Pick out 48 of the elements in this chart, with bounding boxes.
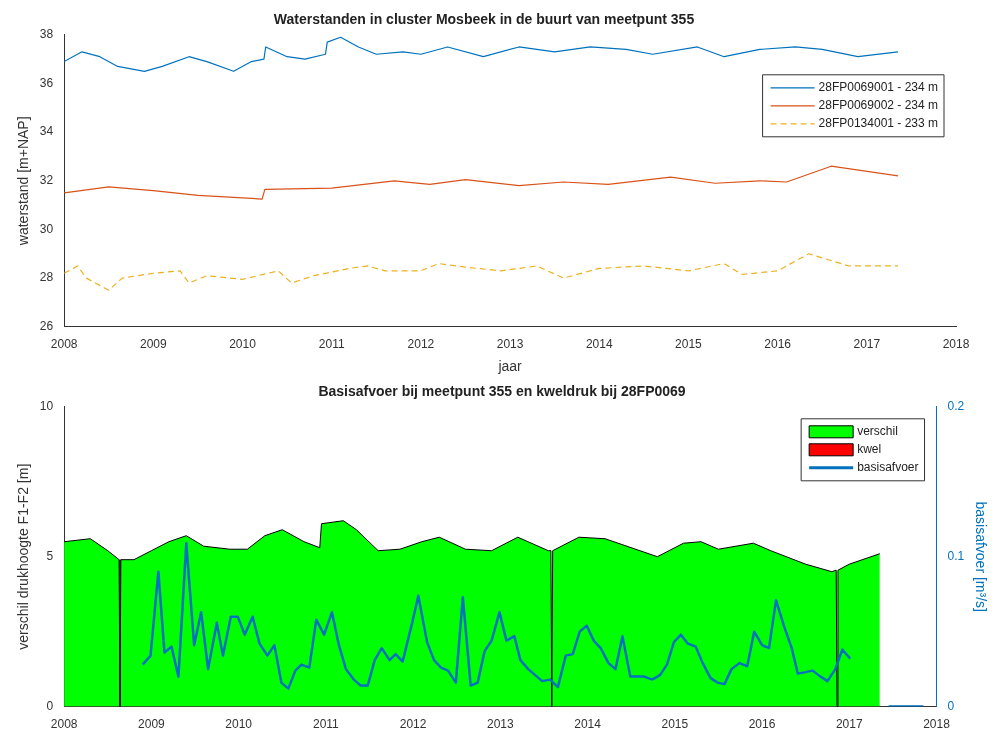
x-tick-label: 2013 (496, 337, 524, 352)
legend-label: 28FP0069002 - 234 m (818, 98, 939, 113)
chart-title: Basisafvoer bij meetpunt 355 en kweldruk bij 28FP0069 (318, 383, 686, 400)
y-tick-label: 36 (39, 75, 54, 90)
x-tick-label: 2014 (585, 337, 613, 352)
x-tick-label: 2015 (661, 717, 689, 732)
x-tick-label: 2015 (675, 337, 703, 352)
y2-axis-title: basisafvoer [m³/s] (972, 501, 989, 612)
line-series (64, 253, 899, 291)
x-tick-label: 2017 (853, 337, 881, 352)
y-tick-label: 30 (39, 221, 54, 236)
y2-tick-label: 0.2 (947, 399, 965, 414)
chart-title: Waterstanden in cluster Mosbeek in de buurt van meetpunt 355 (273, 11, 695, 28)
y-tick-label: 28 (39, 270, 54, 285)
y-tick-label: 32 (39, 173, 54, 188)
x-tick-label: 2018 (942, 337, 970, 352)
legend-label: verschil (857, 424, 898, 439)
y-tick-label: 38 (39, 27, 54, 42)
x-axis-title: jaar (497, 358, 523, 375)
y2-tick-label: 0.1 (947, 549, 965, 564)
x-tick-label: 2016 (764, 337, 792, 352)
x-tick-label: 2017 (835, 717, 863, 732)
x-tick-label: 2018 (923, 717, 951, 732)
x-tick-label: 2013 (486, 717, 514, 732)
y-axis-title: verschil drukhoogte F1-F2 [m] (15, 463, 32, 650)
x-tick-label: 2010 (229, 337, 257, 352)
legend-label: 28FP0134001 - 233 m (818, 116, 939, 131)
x-tick-label: 2012 (407, 337, 435, 352)
legend-label: kwel (857, 442, 882, 457)
y-tick-label: 34 (39, 124, 54, 139)
y2-tick-label: 0 (947, 698, 955, 713)
x-tick-label: 2010 (225, 717, 253, 732)
y-tick-label: 5 (46, 549, 54, 564)
x-tick-label: 2008 (50, 717, 78, 732)
x-tick-label: 2008 (50, 337, 78, 352)
y-tick-label: 26 (39, 319, 54, 334)
x-tick-label: 2012 (399, 717, 427, 732)
x-tick-label: 2009 (138, 717, 166, 732)
x-tick-label: 2016 (748, 717, 776, 732)
x-tick-label: 2011 (312, 717, 340, 732)
x-tick-label: 2011 (318, 337, 345, 352)
x-tick-label: 2014 (574, 717, 602, 732)
legend-label: basisafvoer (857, 460, 919, 475)
x-tick-label: 2009 (139, 337, 167, 352)
y-axis-title: waterstand [m+NAP] (15, 116, 32, 247)
y-tick-label: 0 (46, 698, 54, 713)
legend-label: 28FP0069001 - 234 m (818, 80, 939, 95)
y-tick-label: 10 (39, 399, 54, 414)
